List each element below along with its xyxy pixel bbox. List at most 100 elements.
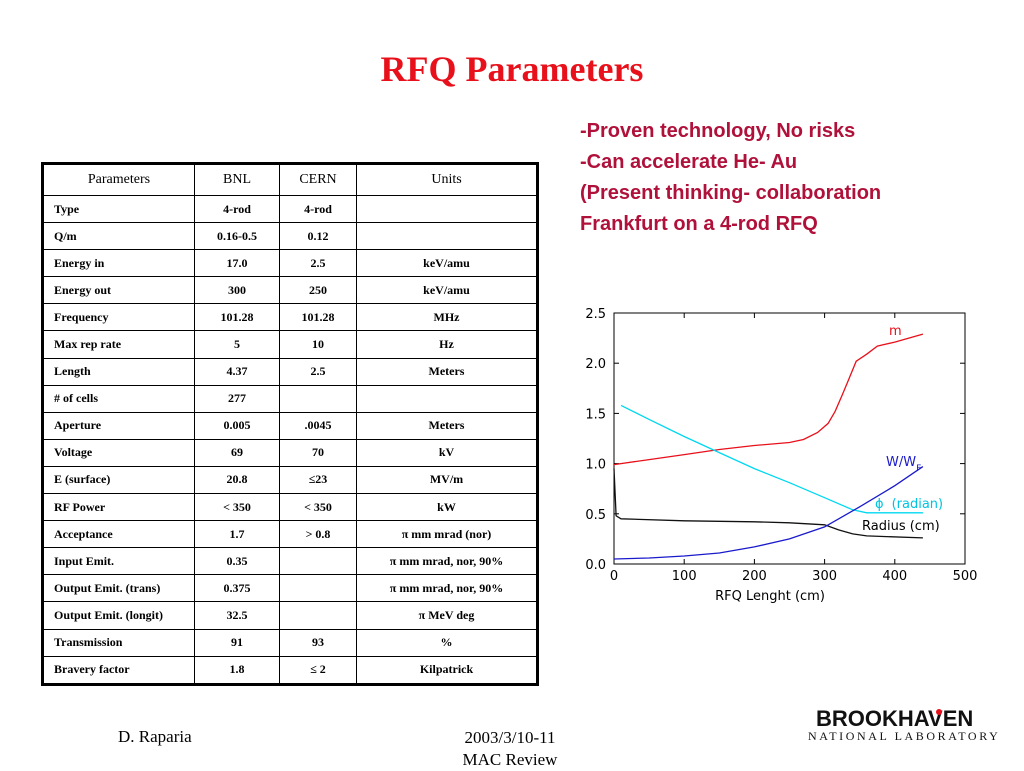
param-name-cell: Output Emit. (trans) [42,574,195,603]
param-name-cell: Frequency [42,303,195,332]
bnl-cell: 4.37 [194,357,280,386]
slide-title: RFQ Parameters [380,49,644,89]
cern-cell [279,601,357,630]
bnl-cell: 277 [194,384,280,413]
units-cell: MHz [356,303,538,332]
cern-cell [279,384,357,413]
bnl-cell: 1.8 [194,655,280,685]
table-row: # of cells 277 [42,384,538,413]
y-tick-label: 0.0 [585,558,606,573]
logo-name: BROOKHAVEN [816,706,974,731]
units-cell: π MeV deg [356,601,538,630]
table-row: Q/m 0.16-0.5 0.12 [42,222,538,251]
bnl-cell: 5 [194,330,280,359]
cern-cell: .0045 [279,411,357,440]
series-line-0 [613,333,924,466]
label-ww: W/WF [886,455,921,474]
cern-cell: 93 [279,628,357,657]
param-name-cell: Length [42,357,195,386]
x-axis-label: RFQ Lenght (cm) [715,589,825,604]
cern-cell: 0.12 [279,222,357,251]
cern-cell [279,547,357,576]
x-tick-label: 200 [742,569,767,584]
logo-dot [936,709,942,715]
label-m: m [889,324,902,339]
cern-cell: 2.5 [279,357,357,386]
table-row: RF Power < 350 < 350 kW [42,493,538,522]
table-row: Output Emit. (longit) 32.5 π MeV deg [42,601,538,630]
param-name-cell: Max rep rate [42,330,195,359]
y-tick-label: 2.0 [585,357,606,372]
cern-cell: 4-rod [279,194,357,224]
bullet-list: -Proven technology, No risks -Can accele… [580,116,1010,240]
label-ww-text: W/W [886,455,916,470]
parameters-table: Parameters BNL CERN Units Type 4-rod 4-rod… [41,162,539,686]
bullet-item: -Can accelerate He- Au [580,151,798,173]
x-tick-label: 300 [812,569,837,584]
cern-cell: 10 [279,330,357,359]
units-cell: π mm mrad, nor, 90% [356,547,538,576]
bullet-item: Frankfurt on a 4-rod RFQ [580,213,818,235]
units-cell: π mm mrad, nor, 90% [356,574,538,603]
series-line-3 [613,466,924,560]
param-name-cell: Energy in [42,249,195,278]
units-cell [356,222,538,251]
bnl-cell: 0.005 [194,411,280,440]
param-name-cell: Q/m [42,222,195,251]
param-name-cell: Voltage [42,438,195,467]
table-header-row: Parameters BNL CERN Units [42,163,538,196]
table-row: Aperture 0.005.0045 Meters [42,411,538,440]
table-row: Input Emit. 0.35 π mm mrad, nor, 90% [42,547,538,576]
bnl-cell: < 350 [194,493,280,522]
table-row: Type 4-rod 4-rod [42,194,538,224]
cern-cell: ≤23 [279,465,357,495]
column-header: BNL [194,163,280,196]
label-ww-sub: F [916,464,921,474]
bnl-cell: 20.8 [194,465,280,495]
axis-ticks: 0 100 200 300 400 500 0.0 0.5 1.0 1.5 2.0 2.5 [585,307,977,584]
bullet-item: -Proven technology, No risks [580,120,856,142]
column-header: CERN [279,163,357,196]
table-row: Max rep rate 5 10 Hz [42,330,538,359]
y-tick-label: 0.5 [585,508,606,523]
param-name-cell: Energy out [42,276,195,305]
column-header: Parameters [42,163,195,196]
bnl-cell: 300 [194,276,280,305]
y-tick-label: 2.5 [585,307,606,322]
bnl-cell: 0.375 [194,574,280,603]
cern-cell: 70 [279,438,357,467]
series-line-2 [613,468,923,539]
param-name-cell: Input Emit. [42,547,195,576]
footer-date: 2003/3/10-11 [464,728,556,747]
cern-cell: ≤ 2 [279,655,357,685]
units-cell: Hz [356,330,538,359]
table-row: Energy in 17.0 2.5 keV/amu [42,249,538,278]
y-tick-label: 1.5 [585,407,606,422]
bnl-cell: 69 [194,438,280,467]
label-phi-text: (radian) [892,497,944,512]
param-name-cell: Output Emit. (longit) [42,601,195,630]
bnl-cell: 91 [194,628,280,657]
x-tick-label: 400 [882,569,907,584]
label-radius: Radius (cm) [862,519,940,534]
param-name-cell: Type [42,194,195,224]
footer-event: MAC Review [462,750,558,769]
table-row: Energy out 300 250 keV/amu [42,276,538,305]
table-row: Output Emit. (trans) 0.375 π mm mrad, nor,… [42,574,538,603]
cern-cell: 2.5 [279,249,357,278]
param-name-cell: Acceptance [42,520,195,549]
bnl-cell: 0.35 [194,547,280,576]
table-row: Frequency 101.28 101.28 MHz [42,303,538,332]
units-cell [356,384,538,413]
table-row: Acceptance 1.7 > 0.8 π mm mrad (nor) [42,520,538,549]
param-name-cell: RF Power [42,493,195,522]
table-row: Length 4.37 2.5 Meters [42,357,538,386]
units-cell [356,194,538,224]
units-cell: keV/amu [356,249,538,278]
series-line-1 [620,404,923,514]
units-cell: keV/amu [356,276,538,305]
footer-date-event: 2003/3/10-11 MAC Review [440,727,580,771]
bnl-cell: 0.16-0.5 [194,222,280,251]
bullet-item: (Present thinking- collaboration [580,182,882,204]
logo-subtitle: NATIONAL LABORATORY [808,729,1001,743]
